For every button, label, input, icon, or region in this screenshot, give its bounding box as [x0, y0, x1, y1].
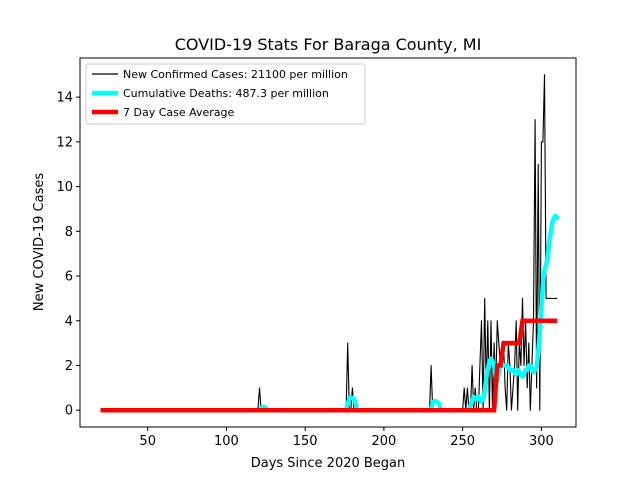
y-tick-label: 12 [56, 135, 73, 150]
legend-label-deaths: Cumulative Deaths: 487.3 per million [123, 87, 329, 100]
series-line-cumulative-deaths [343, 395, 360, 413]
series-layer [100, 74, 560, 413]
series-line-new-cases [100, 74, 558, 411]
legend-label-average: 7 Day Case Average [123, 106, 235, 119]
chart-title: COVID-19 Stats For Baraga County, MI [175, 35, 482, 54]
x-tick-label: 100 [214, 434, 239, 449]
y-tick-label: 0 [65, 404, 73, 419]
plot-frame [79, 57, 577, 428]
series-line-7-day-average [100, 318, 558, 413]
x-tick-label: 150 [293, 434, 318, 449]
y-tick-label: 2 [65, 359, 73, 374]
series-line-cumulative-deaths [466, 213, 560, 413]
x-tick-label: 300 [529, 434, 554, 449]
y-tick-label: 10 [56, 180, 73, 195]
legend-box [85, 63, 366, 125]
y-tick-label: 4 [65, 314, 73, 329]
series-line-cumulative-deaths [428, 399, 443, 413]
y-tick-label: 14 [56, 91, 73, 106]
x-axis-label: Days Since 2020 Began [251, 456, 406, 471]
x-tick-label: 50 [139, 434, 156, 449]
x-tick-label: 200 [371, 434, 396, 449]
y-tick-label: 8 [65, 225, 73, 240]
x-axis: 50 100 150 200 250 300 [139, 427, 554, 449]
y-axis: 0 2 4 6 8 10 12 14 [56, 91, 80, 419]
y-axis-label: New COVID-19 Cases [32, 173, 47, 311]
y-tick-label: 6 [65, 270, 73, 285]
legend-label-new-cases: New Confirmed Cases: 21100 per million [123, 68, 348, 81]
legend: New Confirmed Cases: 21100 per million C… [85, 63, 366, 125]
x-tick-label: 250 [450, 434, 475, 449]
